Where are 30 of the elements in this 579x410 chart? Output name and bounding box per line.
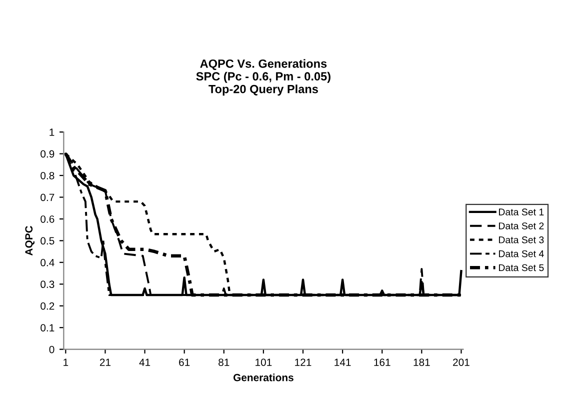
y-tick-label: 0.4 <box>40 258 54 266</box>
legend-label: Data Set 3 <box>499 236 544 244</box>
x-tick-label: 121 <box>295 358 312 366</box>
chart-title: AQPC Vs. Generations SPC (Pc - 0.6, Pm - 0.05) Top-20 Query Plans <box>196 59 330 96</box>
y-tick-label: 0.3 <box>40 280 54 288</box>
legend-label: Data Set 4 <box>499 250 544 258</box>
y-tick-label: 0.8 <box>40 172 54 180</box>
x-tick-label: 41 <box>139 358 150 366</box>
x-tick-label: 161 <box>374 358 390 366</box>
y-tick-label: 0.9 <box>40 150 54 158</box>
legend-label: Data Set 5 <box>499 264 544 272</box>
x-tick-label: 81 <box>218 358 230 366</box>
y-tick-label: 0.7 <box>40 194 54 202</box>
x-tick-label: 101 <box>256 358 272 366</box>
x-tick-label: 201 <box>453 358 470 366</box>
x-tick-label: 21 <box>100 358 111 366</box>
legend-label: Data Set 2 <box>499 222 544 230</box>
x-tick-label: 61 <box>179 358 190 366</box>
y-tick-label: 0.5 <box>40 237 54 245</box>
y-tick-label: 1 <box>50 128 54 136</box>
legend-label: Data Set 1 <box>499 208 544 216</box>
x-tick-label: 141 <box>334 358 351 366</box>
y-tick-label: 0.6 <box>40 215 54 223</box>
y-tick-label: 0 <box>49 346 54 354</box>
x-axis-title: Generations <box>233 374 294 382</box>
x-tick-label: 1 <box>64 358 68 366</box>
y-axis-title: AQPC <box>25 226 35 256</box>
y-tick-label: 0.2 <box>40 302 54 310</box>
y-tick-label: 0.1 <box>40 324 54 332</box>
x-tick-label: 181 <box>414 358 430 366</box>
